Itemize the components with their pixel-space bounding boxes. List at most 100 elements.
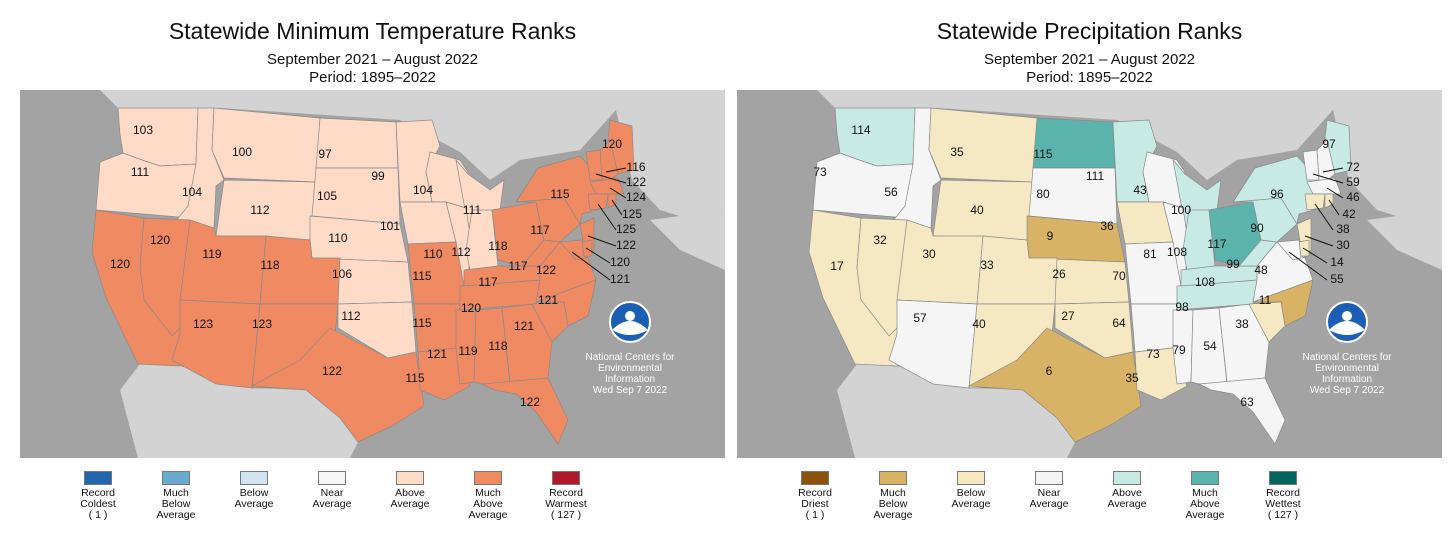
rank-label-la: 115	[405, 371, 424, 385]
rank-label-md: 55	[1330, 272, 1344, 286]
legend-swatch	[318, 471, 346, 485]
canada-landmass	[80, 90, 725, 230]
leader-line-nj	[1304, 235, 1334, 247]
rank-label-wa: 114	[851, 123, 870, 137]
legend-swatch	[1035, 471, 1063, 485]
rank-label-sd: 105	[317, 189, 337, 203]
legend-item: Near Average	[292, 471, 372, 510]
map-subtitle: September 2021 – August 2022	[267, 51, 478, 68]
rank-label-ar: 64	[1112, 316, 1126, 330]
rank-label-sc: 38	[1235, 317, 1249, 331]
state-ms	[1172, 309, 1194, 385]
rank-label-me: 97	[1322, 137, 1336, 151]
leader-line-ma	[1326, 187, 1344, 199]
rank-label-nv: 120	[150, 233, 170, 247]
legend-item: Below Average	[931, 471, 1011, 510]
rank-label-fl: 122	[520, 395, 540, 409]
legend-item: Much Below Average	[853, 471, 933, 521]
leader-line-vt	[595, 173, 627, 184]
legend-swatch	[879, 471, 907, 485]
rank-label-ne: 9	[1047, 229, 1054, 243]
legend-label: Much Below Average	[156, 487, 196, 521]
leader-line-de	[585, 247, 611, 264]
state-tx	[250, 327, 425, 443]
legend-item: Much Below Average	[136, 471, 216, 521]
legend-label: Near Average	[312, 487, 352, 510]
legend-item: Below Average	[214, 471, 294, 510]
credit-line: Information	[1322, 374, 1372, 385]
legend-item: Above Average	[370, 471, 450, 510]
legend-label: Above Average	[390, 487, 430, 510]
rank-label-ga: 118	[488, 339, 507, 353]
rank-label-mt: 35	[950, 145, 964, 159]
state-md	[559, 239, 585, 261]
rank-label-ut: 119	[202, 247, 221, 261]
rank-label-ct: 38	[1336, 222, 1350, 236]
credit-line: Environmental	[598, 363, 662, 374]
rank-label-va: 48	[1254, 263, 1268, 277]
map-period: Period: 1895–2022	[309, 69, 436, 86]
rank-label-de: 14	[1330, 255, 1344, 269]
rank-label-or: 73	[813, 165, 827, 179]
legend-item: Record Driest ( 1 )	[775, 471, 855, 521]
rank-label-nh: 72	[1346, 160, 1360, 174]
legend-swatch	[84, 471, 112, 485]
credit-line: Wed Sep 7 2022	[1310, 385, 1385, 396]
legend-label: Record Coldest ( 1 )	[80, 487, 116, 521]
state-sc	[1248, 301, 1286, 343]
rank-label-in: 112	[451, 245, 470, 259]
legend-label: Record Driest ( 1 )	[798, 487, 832, 521]
rank-label-nm: 123	[252, 317, 272, 331]
rank-label-ut: 30	[922, 247, 936, 261]
state-ma	[589, 177, 625, 195]
legend-label: Record Warmest ( 127 )	[545, 487, 587, 521]
rank-label-ma: 124	[626, 190, 646, 204]
rank-label-wv: 117	[508, 259, 527, 273]
credit-line: National Centers for	[1303, 352, 1393, 363]
leader-line-md	[1288, 251, 1328, 281]
legend-swatch	[240, 471, 268, 485]
precipitation-panel: Statewide Precipitation Ranks September …	[737, 0, 1442, 549]
legend-swatch	[957, 471, 985, 485]
credit-line: Information	[605, 374, 655, 385]
rank-label-tn: 98	[1175, 300, 1189, 314]
rank-label-nc: 11	[1259, 293, 1272, 307]
rank-label-ne: 110	[328, 231, 347, 245]
rank-label-co: 118	[260, 258, 279, 272]
legend-label: Above Average	[1107, 487, 1147, 510]
rank-label-ia: 101	[380, 219, 400, 233]
rank-label-ny: 115	[550, 187, 569, 201]
rank-label-oh: 117	[1207, 237, 1226, 251]
temperature-panel: Statewide Minimum Temperature Ranks Sept…	[20, 0, 725, 549]
credit-line: Environmental	[1315, 363, 1379, 374]
state-ct	[1304, 193, 1326, 211]
rank-label-vt: 122	[626, 175, 646, 189]
canada-maritimes	[650, 210, 725, 270]
rank-label-ms: 121	[427, 347, 447, 361]
state-md	[1276, 239, 1302, 261]
rank-label-ri: 42	[1342, 207, 1356, 221]
rank-label-mi: 100	[1171, 203, 1191, 217]
precipitation-map: 114 73 56 35 40 115 80 111 43 100 36 9 26 27 81 108 17 32…	[737, 90, 1442, 458]
rank-label-ia: 36	[1100, 219, 1114, 233]
rank-label-mo: 115	[412, 269, 431, 283]
credit-line: Wed Sep 7 2022	[593, 385, 668, 396]
rank-label-nv: 32	[873, 233, 887, 247]
state-la	[417, 347, 471, 401]
legend-item: Near Average	[1009, 471, 1089, 510]
rank-label-il: 81	[1143, 247, 1157, 261]
state-fl	[480, 377, 569, 445]
rank-label-wi: 43	[1133, 183, 1147, 197]
states	[808, 107, 1352, 445]
legend-label: Record Wettest ( 127 )	[1265, 487, 1301, 521]
rank-label-sd: 80	[1036, 187, 1050, 201]
rank-label-or: 111	[131, 165, 150, 179]
rank-label-nm: 40	[972, 317, 986, 331]
state-ar	[1130, 303, 1178, 353]
legend-swatch	[474, 471, 502, 485]
leader-line-ma	[609, 187, 627, 199]
state-ma	[1306, 177, 1342, 195]
rank-label-ky: 117	[478, 275, 497, 289]
leader-line-ct	[1314, 203, 1334, 231]
rank-label-md: 121	[610, 272, 630, 286]
